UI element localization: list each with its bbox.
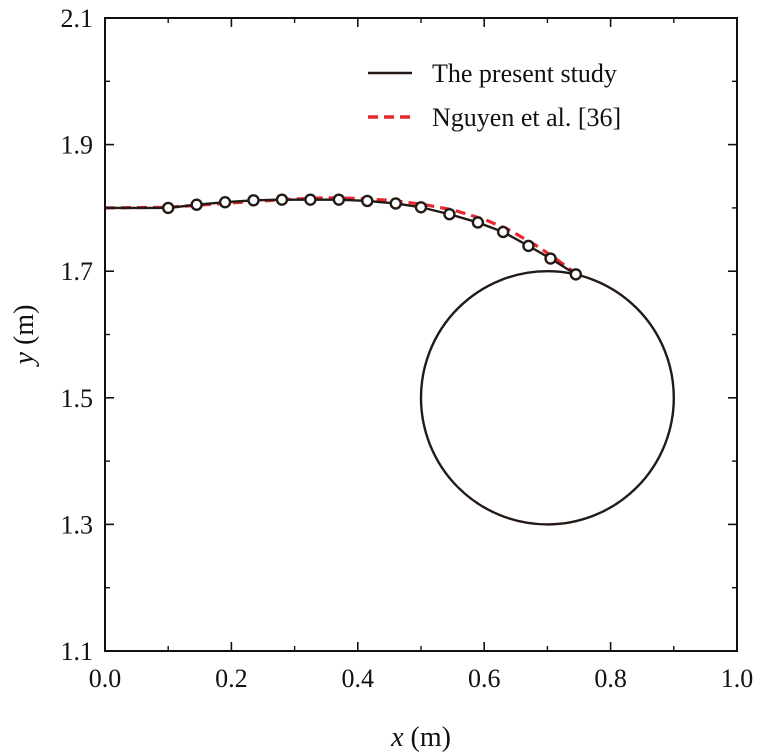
x-tick-label: 0.2 [215,664,248,693]
y-axis-var: y [9,351,40,367]
y-axis-title: y (m) [9,305,40,368]
data-point [275,193,289,206]
x-axis-unit: (m) [404,722,451,753]
cylinder-circle [419,269,676,526]
legend: The present study Nguyen et al. [36] [368,59,621,132]
data-point [389,197,402,210]
plot-frame [104,17,738,652]
data-point [361,194,374,208]
x-tick-label: 0.6 [468,664,501,693]
y-tick-label: 1.5 [61,384,94,413]
data-point [332,193,346,206]
axis-tick-labels: 0.0 0.2 0.4 0.6 0.8 1.0 1.1 1.3 1.5 1.7 1.9 2.1 [61,4,754,693]
data-point [471,216,485,229]
legend-label-present-study: The present study [432,59,617,88]
y-tick-label: 1.9 [61,131,94,160]
data-point [443,208,456,221]
y-axis-unit: (m) [9,305,40,352]
data-point [247,194,260,207]
cylinder-obstacle [419,269,676,526]
y-tick-label: 1.7 [61,257,94,286]
data-point [496,225,510,239]
data-point [522,239,535,253]
data-point [161,201,175,215]
y-tick-label: 1.3 [61,510,94,539]
x-axis-var: x [390,722,404,753]
data-point [569,268,583,281]
x-tick-label: 0.4 [342,664,375,693]
legend-label-nguyen: Nguyen et al. [36] [432,103,621,132]
x-tick-label: 0.0 [89,664,122,693]
data-point [544,252,557,265]
axis-ticks [104,17,738,652]
x-axis-title: x (m) [390,722,451,753]
data-point [304,193,317,206]
y-tick-label: 2.1 [61,4,94,33]
data-point [218,196,232,209]
data-point [190,198,203,211]
data-point [414,201,428,214]
y-tick-label: 1.1 [61,637,94,666]
x-tick-label: 0.8 [594,664,627,693]
plot-series [104,193,583,281]
x-tick-label: 1.0 [721,664,754,693]
